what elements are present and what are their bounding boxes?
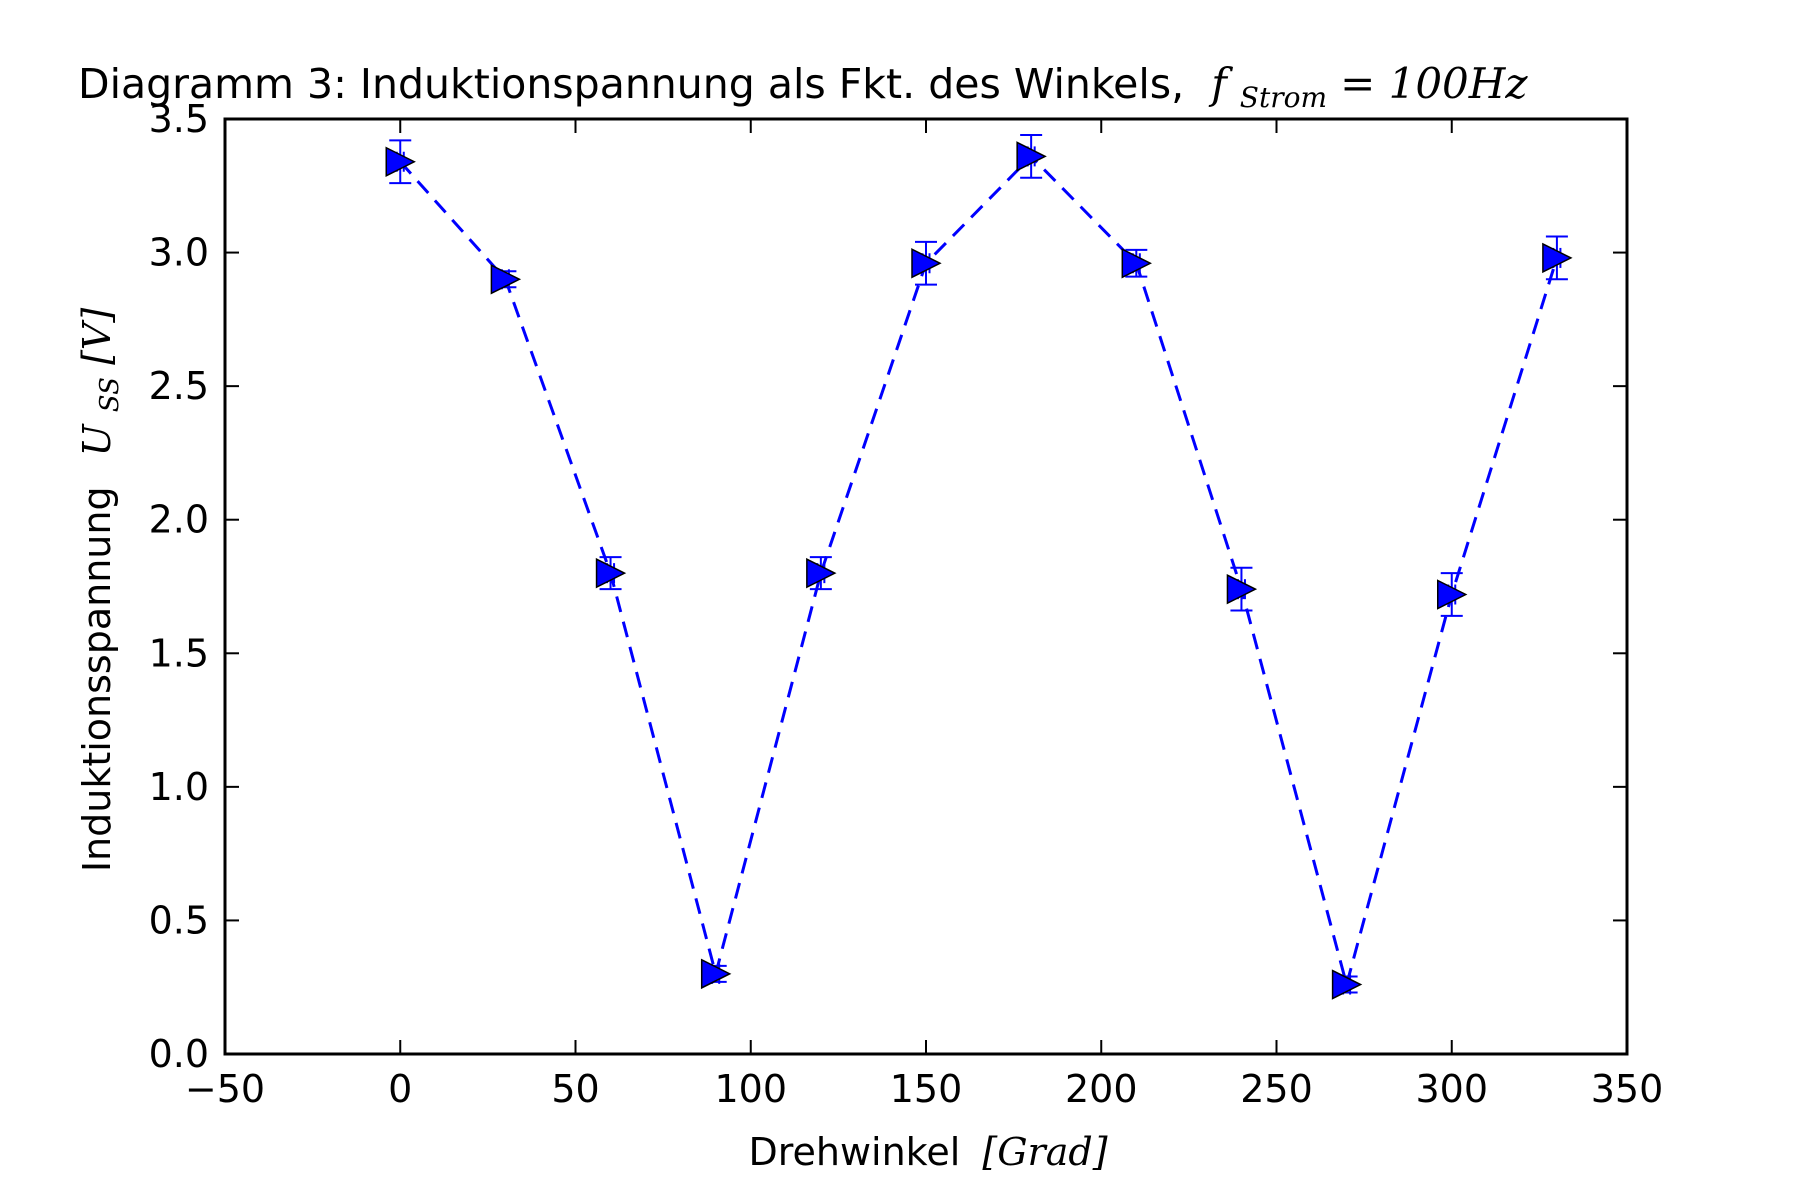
x-tick-label: 0 bbox=[388, 1067, 412, 1111]
x-tick-label: 350 bbox=[1591, 1067, 1664, 1111]
y-tick-label: 3.5 bbox=[149, 97, 209, 141]
data-point bbox=[385, 146, 416, 177]
axes-frame bbox=[223, 117, 1629, 1056]
y-tick-label: 1.0 bbox=[149, 765, 209, 809]
x-tick-label: 250 bbox=[1240, 1067, 1313, 1111]
x-tick-label: −50 bbox=[185, 1067, 265, 1111]
chart-title-prefix: Diagramm 3: Induktionspannung als Fkt. d… bbox=[78, 60, 1184, 108]
data-point bbox=[1016, 141, 1047, 172]
chart-title: Diagramm 3: Induktionspannung als Fkt. d… bbox=[78, 59, 1528, 117]
data-point bbox=[1437, 579, 1468, 610]
chart-title-subscript: Strom bbox=[1240, 81, 1327, 114]
x-axis-label-unit: [Grad] bbox=[982, 1130, 1107, 1174]
y-tick-label: 2.5 bbox=[149, 364, 209, 408]
x-tick-label: 100 bbox=[714, 1067, 787, 1111]
y-tick-label: 1.5 bbox=[149, 631, 209, 675]
y-tick-label: 3.0 bbox=[149, 231, 209, 275]
data-point bbox=[700, 958, 732, 990]
x-tick-label: 300 bbox=[1415, 1067, 1488, 1111]
y-tick-label: 0.5 bbox=[149, 898, 209, 942]
data-point bbox=[911, 248, 942, 279]
y-axis-label: Induktionsspannung U SS [V] bbox=[75, 308, 127, 873]
data-point bbox=[1542, 242, 1573, 274]
y-tick-label: 2.0 bbox=[149, 498, 209, 542]
y-axis-label-text: Induktionsspannung bbox=[75, 486, 119, 872]
data-point bbox=[1121, 248, 1152, 279]
x-tick-label: 150 bbox=[890, 1067, 963, 1111]
data-point bbox=[490, 264, 522, 295]
data-point bbox=[595, 557, 627, 589]
y-tick-label: 0.0 bbox=[149, 1032, 209, 1076]
y-axis-label-unit: [V] bbox=[75, 308, 119, 365]
x-tick-label: 50 bbox=[551, 1067, 599, 1111]
data-marks bbox=[385, 134, 1573, 1000]
data-point bbox=[806, 557, 837, 589]
chart-title-symbol: f bbox=[1208, 59, 1233, 108]
data-point bbox=[1226, 573, 1258, 605]
chart-title-equation: = 100Hz bbox=[1340, 59, 1528, 108]
x-axis-label-text: Drehwinkel bbox=[748, 1130, 960, 1174]
axis-ticks: −50 0 50 100 150 200 250 300 350 0.0 0.5 1.0 1.5 2.0 2… bbox=[149, 97, 1664, 1111]
x-axis-label: Drehwinkel [Grad] bbox=[748, 1130, 1107, 1174]
y-axis-label-symbol: U bbox=[75, 422, 119, 456]
x-tick-label: 200 bbox=[1065, 1067, 1138, 1111]
data-point bbox=[1331, 969, 1363, 1000]
series-line bbox=[399, 154, 1559, 991]
y-axis-label-subscript: SS bbox=[95, 377, 125, 412]
